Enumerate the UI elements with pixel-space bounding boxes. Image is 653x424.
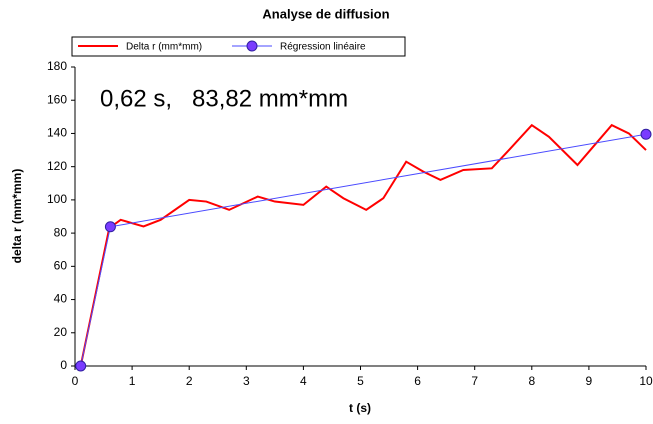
y-tick-label: 120 [47,159,67,173]
x-tick-label: 9 [586,374,593,388]
x-axis-label: t (s) [349,401,371,415]
annotation: 0,62 s, 83,82 mm*mm [100,85,348,112]
x-tick-label: 1 [129,374,136,388]
legend-label: Régression linéaire [280,42,366,53]
x-tick-label: 0 [72,374,79,388]
legend-label: Delta r (mm*mm) [126,42,202,53]
y-tick-label: 20 [54,325,68,339]
regression-point [104,221,116,233]
regression-point [75,360,87,372]
x-tick-label: 5 [357,374,364,388]
x-tick-label: 6 [414,374,421,388]
y-tick-label: 180 [47,59,67,73]
y-tick-label: 40 [54,292,68,306]
y-tick-label: 0 [60,358,67,372]
x-tick-label: 8 [528,374,535,388]
x-tick-label: 3 [243,374,250,388]
y-tick-label: 140 [47,126,67,140]
regression-point [640,128,652,140]
y-axis-label: delta r (mm*mm) [10,169,24,264]
y-tick-label: 80 [54,225,68,239]
legend-marker [246,40,258,52]
data-line [79,123,647,367]
chart-title: Analyse de diffusion [262,6,389,21]
x-tick-label: 4 [300,374,307,388]
y-tick-label: 60 [54,259,68,273]
x-tick-label: 2 [186,374,193,388]
x-tick-label: 7 [471,374,478,388]
x-tick-label: 10 [639,374,653,388]
y-tick-label: 100 [47,192,67,206]
y-tick-label: 160 [47,92,67,106]
